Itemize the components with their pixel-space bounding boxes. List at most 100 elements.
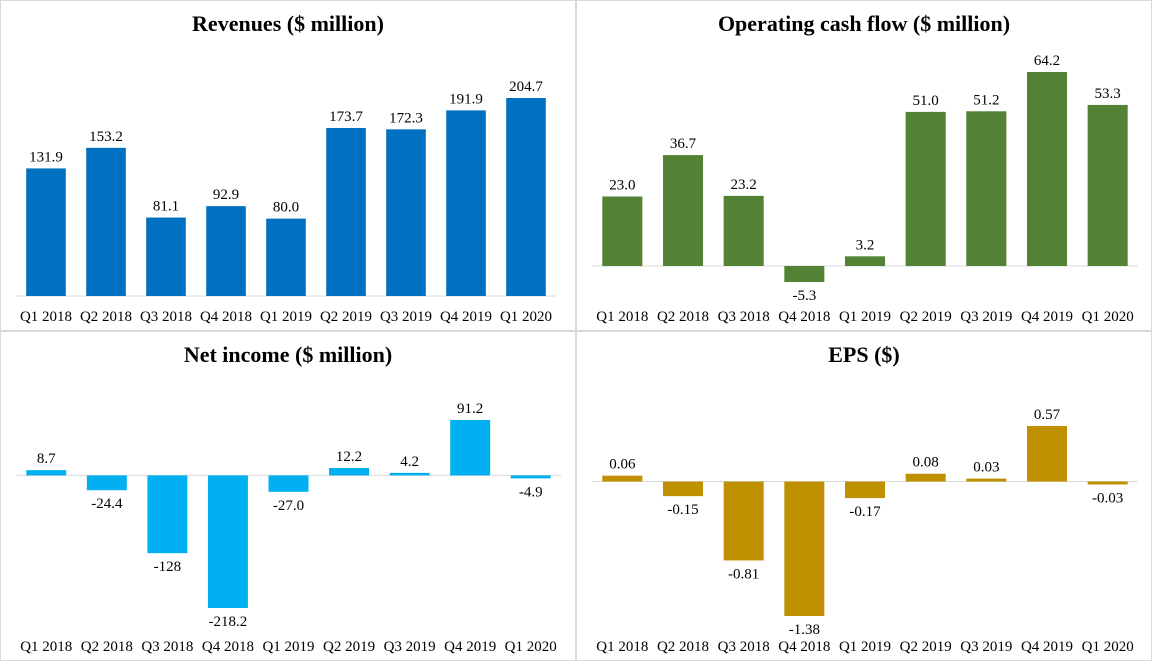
data-label: 23.2 (731, 177, 757, 193)
data-label: 4.2 (400, 454, 419, 470)
bar (266, 218, 306, 296)
x-tick-label: Q4 2019 (1021, 309, 1073, 325)
revenues-bar-chart: 131.9 Q1 2018 153.2 Q2 2018 81.1 Q3 2018 92.9 Q… (16, 79, 556, 325)
x-tick-label: Q3 2018 (140, 309, 192, 325)
x-tick-label: Q4 2018 (202, 639, 254, 655)
bar (26, 168, 66, 296)
x-tick-label: Q1 2020 (505, 639, 557, 655)
bar (723, 481, 764, 561)
data-label: 53.3 (1095, 86, 1121, 102)
data-label: -4.9 (519, 484, 543, 500)
x-tick-label: Q1 2019 (839, 639, 891, 655)
x-tick-label: Q2 2018 (81, 639, 133, 655)
x-tick-label: Q1 2020 (1082, 309, 1134, 325)
data-label: 51.0 (913, 93, 939, 109)
bar (86, 475, 127, 491)
chart-title: EPS ($) (828, 342, 900, 367)
bar (207, 475, 248, 608)
bar (86, 147, 126, 296)
data-label: -0.15 (667, 502, 698, 518)
bar (966, 478, 1007, 482)
x-tick-label: Q4 2019 (440, 309, 492, 325)
chart-title: Revenues ($ million) (192, 11, 384, 36)
data-label: 3.2 (856, 237, 875, 253)
x-tick-label: Q3 2019 (960, 639, 1012, 655)
x-tick-label: Q4 2018 (200, 309, 252, 325)
bar (206, 206, 246, 296)
bar (506, 98, 546, 296)
data-label: 91.2 (457, 401, 483, 417)
x-tick-label: Q1 2018 (20, 639, 72, 655)
bar (446, 110, 486, 296)
data-label: 80.0 (273, 200, 299, 216)
x-tick-label: Q2 2019 (323, 639, 375, 655)
data-label: 81.1 (153, 199, 179, 215)
x-tick-label: Q1 2018 (20, 309, 72, 325)
x-tick-label: Q1 2020 (500, 309, 552, 325)
x-tick-label: Q2 2018 (657, 309, 709, 325)
bar (966, 111, 1007, 266)
data-label: 0.57 (1034, 407, 1061, 423)
data-label: 0.06 (609, 457, 636, 473)
data-label: -5.3 (792, 288, 816, 304)
bar (389, 472, 430, 476)
bar (784, 481, 825, 616)
data-label: 23.0 (609, 177, 635, 193)
bar (844, 481, 886, 499)
net-income-chart-panel: Net income ($ million) 8.7 Q1 2018 -24.4 Q2… (0, 331, 576, 661)
bar (386, 129, 426, 296)
operating-cash-flow-chart-panel: Operating cash flow ($ million) 23.0 Q1 2… (576, 0, 1152, 331)
bar (26, 470, 67, 476)
x-tick-label: Q1 2019 (260, 309, 312, 325)
revenues-chart-panel: Revenues ($ million) 131.9 Q1 2018 153.2 Q2… (0, 0, 576, 331)
bar (844, 256, 886, 266)
x-tick-label: Q2 2019 (320, 309, 372, 325)
bar (1087, 104, 1128, 266)
data-label: 8.7 (37, 451, 56, 467)
x-tick-label: Q3 2019 (380, 309, 432, 325)
x-tick-label: Q2 2019 (900, 639, 952, 655)
bar (723, 195, 764, 266)
chart-title: Net income ($ million) (183, 342, 393, 367)
x-tick-label: Q1 2019 (262, 639, 314, 655)
data-label: 153.2 (89, 129, 123, 145)
bar (662, 481, 704, 497)
bar (450, 420, 491, 476)
data-label: -128 (154, 559, 182, 575)
operating-cash-flow-bar-chart: 23.0 Q1 2018 36.7 Q2 2018 23.2 Q3 2018 -5.3 Q4 … (592, 53, 1138, 325)
eps-bar-chart: 0.06 Q1 2018 -0.15 Q2 2018 -0.81 Q3 2018 -1.38… (592, 407, 1138, 655)
data-label: -0.03 (1092, 490, 1123, 506)
data-label: -0.81 (728, 566, 759, 582)
x-tick-label: Q3 2018 (718, 309, 770, 325)
bar (268, 475, 309, 492)
x-tick-label: Q4 2018 (778, 639, 830, 655)
bar (602, 475, 643, 482)
data-label: -0.17 (849, 504, 881, 520)
bar (905, 111, 946, 266)
bar (146, 217, 186, 296)
bar (1087, 481, 1128, 485)
data-label: 131.9 (29, 149, 63, 165)
bar (510, 475, 551, 479)
x-tick-label: Q2 2018 (80, 309, 132, 325)
x-tick-label: Q2 2018 (657, 639, 709, 655)
data-label: -24.4 (91, 496, 123, 512)
data-label: 172.3 (389, 110, 423, 126)
data-label: 204.7 (509, 79, 543, 95)
x-tick-label: Q4 2018 (778, 309, 830, 325)
x-tick-label: Q1 2018 (596, 309, 648, 325)
x-tick-label: Q1 2018 (596, 639, 648, 655)
bar (1026, 72, 1068, 266)
data-label: -218.2 (209, 614, 248, 630)
x-tick-label: Q1 2019 (839, 309, 891, 325)
data-label: 92.9 (213, 187, 239, 203)
x-tick-label: Q4 2019 (444, 639, 496, 655)
data-label: -1.38 (789, 622, 820, 638)
bar (662, 155, 704, 266)
x-tick-label: Q4 2019 (1021, 639, 1073, 655)
net-income-bar-chart: 8.7 Q1 2018 -24.4 Q2 2018 -128 Q3 2018 -218.2 Q… (16, 401, 561, 655)
x-tick-label: Q2 2019 (900, 309, 952, 325)
x-tick-label: Q3 2019 (960, 309, 1012, 325)
data-label: 12.2 (336, 449, 362, 465)
data-label: 173.7 (329, 109, 363, 125)
